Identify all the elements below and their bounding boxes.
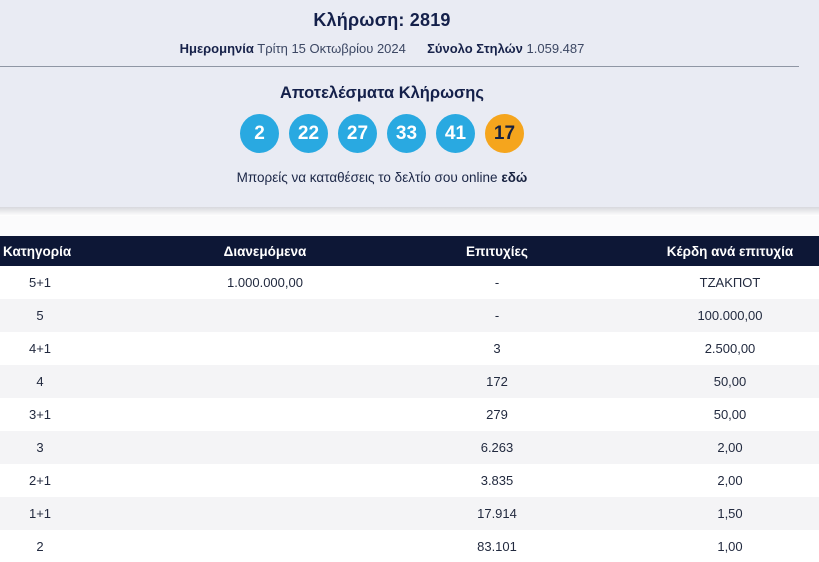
prize-table: Κατηγορία Διανεμόμενα Επιτυχίες Κέρδη αν… xyxy=(0,236,819,562)
winning-numbers: 2 22 27 33 41 17 xyxy=(0,114,764,153)
cta-text: Μπορείς να καταθέσεις το δελτίο σου onli… xyxy=(236,170,498,185)
number-ball-1: 2 xyxy=(240,114,279,153)
col-header-distributed: Διανεμόμενα xyxy=(223,243,307,259)
cell-prize: 2,00 xyxy=(717,473,743,488)
table-row: 2 83.101 1,00 xyxy=(0,530,819,562)
cta-here-link[interactable]: εδώ xyxy=(501,170,528,185)
table-row: 4+1 3 2.500,00 xyxy=(0,332,819,365)
date-value: Τρίτη 15 Οκτωβρίου 2024 xyxy=(257,41,406,56)
cell-winners: 172 xyxy=(486,374,508,389)
date-label: Ημερομηνία xyxy=(179,41,254,56)
number-ball-5: 41 xyxy=(436,114,475,153)
col-header-prize: Κέρδη ανά επιτυχία xyxy=(666,243,794,259)
draw-info-band: Κλήρωση: 2819 Ημερομηνία Τρίτη 15 Οκτωβρ… xyxy=(0,0,819,66)
cell-prize: 100.000,00 xyxy=(697,308,763,323)
col-header-winners: Επιτυχίες xyxy=(466,243,528,259)
draw-results-band: Αποτελέσματα Κλήρωσης 2 22 27 33 41 17 Μ… xyxy=(0,67,819,207)
cell-prize: ΤΖΑΚΠΟΤ xyxy=(699,275,761,290)
cell-winners: - xyxy=(494,308,500,323)
cell-category: 3 xyxy=(36,440,44,455)
cell-category: 4 xyxy=(36,374,44,389)
cell-category: 2+1 xyxy=(28,473,52,488)
draw-header-section: Κλήρωση: 2819 Ημερομηνία Τρίτη 15 Οκτωβρ… xyxy=(0,0,819,207)
draw-meta: Ημερομηνία Τρίτη 15 Οκτωβρίου 2024 Σύνολ… xyxy=(0,41,764,66)
cell-winners: 83.101 xyxy=(477,539,517,554)
results-title: Αποτελέσματα Κλήρωσης xyxy=(280,84,484,102)
cell-category: 4+1 xyxy=(28,341,52,356)
header-divider xyxy=(0,66,799,67)
number-ball-2: 22 xyxy=(289,114,328,153)
number-ball-3: 27 xyxy=(338,114,377,153)
cell-prize: 2.500,00 xyxy=(704,341,756,356)
cell-winners: 6.263 xyxy=(480,440,514,455)
cell-category: 5+1 xyxy=(28,275,52,290)
number-ball-4: 33 xyxy=(387,114,426,153)
online-ticket-cta: Μπορείς να καταθέσεις το δελτίο σου onli… xyxy=(0,170,764,185)
table-row: 4 172 50,00 xyxy=(0,365,819,398)
cell-winners: - xyxy=(494,275,500,290)
col-header-category: Κατηγορία xyxy=(3,243,72,259)
prize-table-body: 5+1 1.000.000,00 - ΤΖΑΚΠΟΤ 5 - 100.000,0… xyxy=(0,266,819,562)
table-row: 3 6.263 2,00 xyxy=(0,431,819,464)
columns-value: 1.059.487 xyxy=(526,41,585,56)
cell-category: 5 xyxy=(36,308,44,323)
cell-category: 3+1 xyxy=(28,407,52,422)
cell-prize: 1,00 xyxy=(717,539,743,554)
table-row: 1+1 17.914 1,50 xyxy=(0,497,819,530)
table-row: 5+1 1.000.000,00 - ΤΖΑΚΠΟΤ xyxy=(0,266,819,299)
cell-category: 2 xyxy=(36,539,44,554)
joker-ball: 17 xyxy=(485,114,524,153)
section-shadow xyxy=(0,207,819,216)
cell-winners: 17.914 xyxy=(477,506,517,521)
cell-prize: 1,50 xyxy=(717,506,743,521)
table-row: 2+1 3.835 2,00 xyxy=(0,464,819,497)
cell-winners: 3 xyxy=(493,341,501,356)
draw-title: Κλήρωση: 2819 xyxy=(313,10,451,30)
cell-winners: 279 xyxy=(486,407,508,422)
columns-label: Σύνολο Στηλών xyxy=(427,41,523,56)
cell-distributed: 1.000.000,00 xyxy=(227,275,303,290)
table-row: 3+1 279 50,00 xyxy=(0,398,819,431)
table-row: 5 - 100.000,00 xyxy=(0,299,819,332)
cell-category: 1+1 xyxy=(28,506,52,521)
prize-table-header: Κατηγορία Διανεμόμενα Επιτυχίες Κέρδη αν… xyxy=(0,236,819,266)
cell-winners: 3.835 xyxy=(480,473,514,488)
cell-prize: 50,00 xyxy=(713,374,747,389)
cell-prize: 50,00 xyxy=(713,407,747,422)
cell-prize: 2,00 xyxy=(717,440,743,455)
section-gap xyxy=(0,216,819,236)
